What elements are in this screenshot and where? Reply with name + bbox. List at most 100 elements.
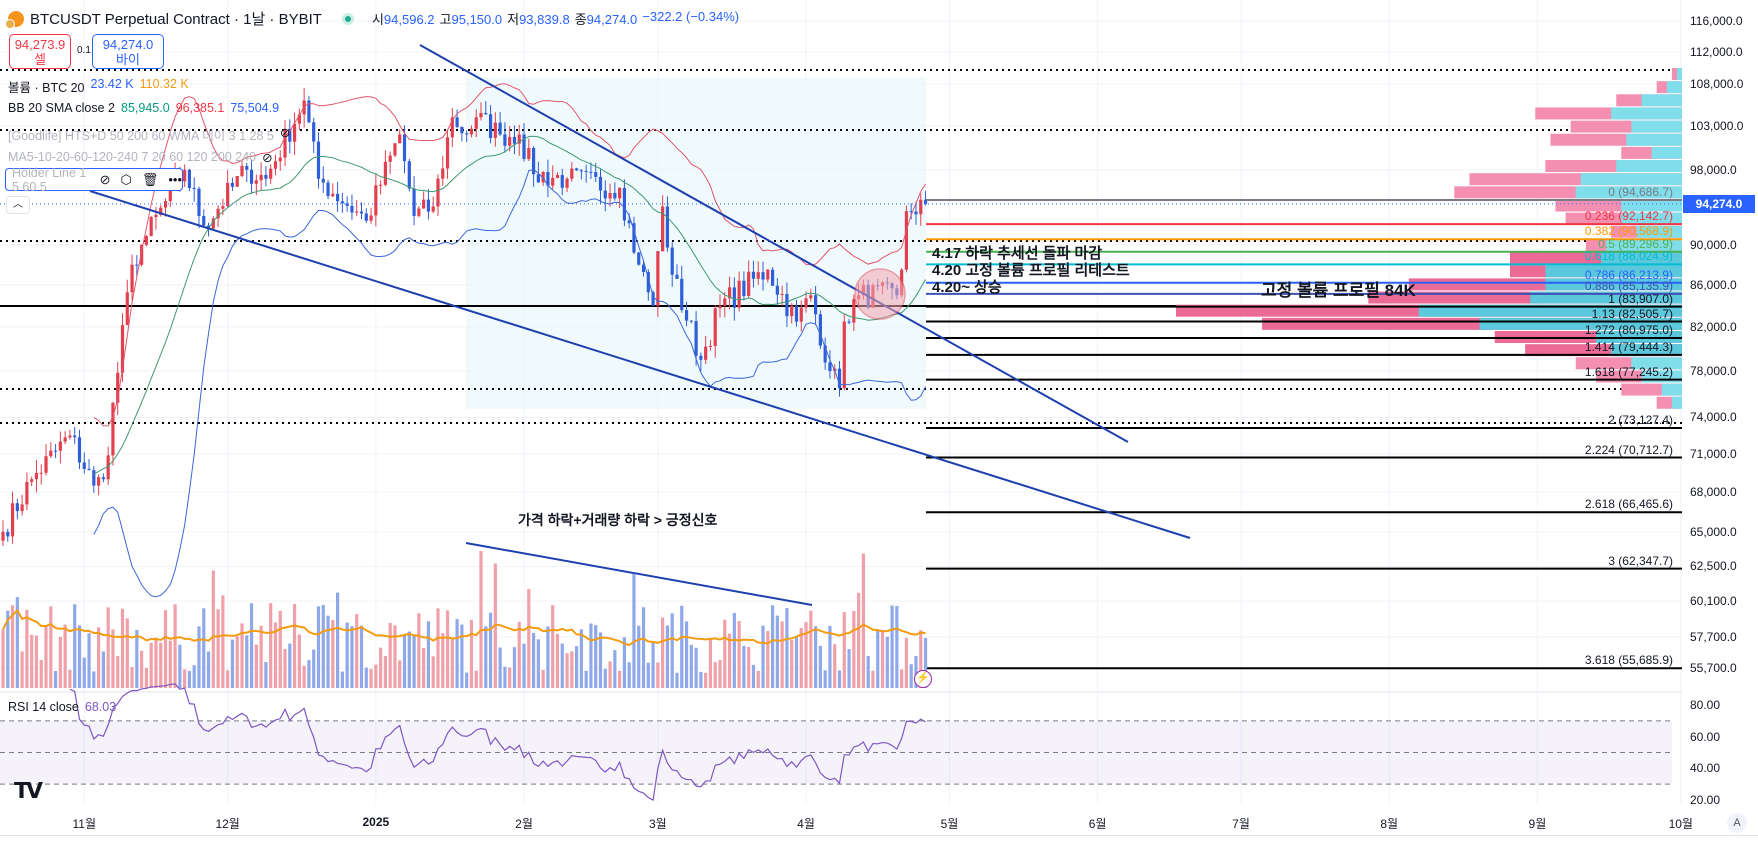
candle [278, 150, 282, 171]
volume-bar [923, 637, 928, 688]
candle [555, 172, 560, 179]
volume-bar [555, 633, 560, 688]
settings-icon[interactable]: ⬡ [120, 171, 132, 187]
volume-bar [273, 622, 278, 688]
volume-bar [575, 646, 579, 688]
candle [283, 120, 287, 166]
candle-body [379, 184, 383, 186]
trash-icon[interactable]: 🗑 [141, 171, 159, 187]
candle-body [197, 188, 201, 216]
price-axis[interactable]: 116,000.0 112,000.0 108,000.0 103,000.0 98,0… [1682, 0, 1758, 835]
candle [493, 112, 497, 147]
volume-bar [350, 626, 354, 688]
candle-body [273, 161, 278, 169]
legend-rsi[interactable]: RSI 14 close 68.03 [8, 700, 116, 714]
candle [689, 320, 693, 324]
candle [460, 126, 464, 142]
legend-holder-line[interactable]: Holder Line 1 5 60 5 ⊘ ⬡ 🗑 ••• [5, 166, 183, 194]
candle-body [163, 201, 168, 208]
legend-volume[interactable]: 볼륨 · BTC 20 23.42 K 110.32 K [8, 77, 189, 96]
candle [312, 117, 316, 154]
candle-body [536, 174, 540, 183]
hidden-eye-icon[interactable]: ⊘ [279, 126, 291, 140]
candle [97, 474, 101, 496]
candle [297, 108, 301, 131]
candle-body [187, 169, 192, 189]
price-tick: 78,000.0 [1690, 364, 1737, 379]
candle-body [603, 190, 607, 199]
candle-body [30, 479, 34, 482]
hidden-eye-icon[interactable]: ⊘ [262, 151, 273, 165]
legend-ma[interactable]: MA5-10-20-60-120-240 7 20 60 120 200 240… [8, 150, 273, 165]
fib-label: 2.618 (66,465.6) [1584, 497, 1673, 512]
candle-body [737, 280, 741, 308]
collapse-legend-button[interactable]: ︿ [6, 196, 30, 214]
candle-body [531, 147, 536, 175]
candle-body [431, 206, 435, 212]
candle [68, 429, 72, 440]
candle [163, 198, 168, 217]
volume-bar [661, 617, 665, 688]
candle [618, 187, 622, 209]
candle-body [316, 141, 321, 179]
retest-circle [854, 268, 906, 320]
rsi-tick: 80.00 [1690, 698, 1721, 712]
volume-bar [431, 656, 435, 688]
candle-body [254, 180, 258, 184]
volume-bar [637, 625, 641, 688]
candle-body [794, 305, 799, 322]
symbol-title[interactable]: BTCUSDT Perpetual Contract · 1날 · BYBIT [30, 11, 322, 28]
sell-price: 94,273.9 [14, 37, 66, 52]
candle [699, 352, 703, 372]
volume-bar [178, 644, 182, 688]
candle-body [140, 244, 144, 265]
fib-label: 3.618 (55,685.9) [1584, 653, 1673, 668]
candle-body [383, 161, 387, 185]
candle [522, 123, 526, 162]
candle [321, 166, 325, 194]
candle [183, 164, 187, 187]
candle-body [560, 175, 564, 188]
buy-button[interactable]: 94,274.0 바이 [92, 34, 164, 69]
legend-bb[interactable]: BB 20 SMA close 2 85,945.0 96,385.1 75,5… [8, 101, 279, 115]
rsi-band [0, 720, 1672, 785]
volume-bar [321, 604, 325, 688]
volume-bar [551, 605, 555, 688]
volume-bar [866, 655, 870, 688]
sell-button[interactable]: 94,273.9 셀 [9, 34, 71, 69]
candle [469, 125, 474, 138]
volume-bar [919, 630, 923, 688]
time-label: 12월 [215, 817, 240, 831]
chart-canvas[interactable] [0, 0, 1682, 835]
volume-bar [49, 606, 53, 688]
candle [823, 337, 827, 370]
candle-body [575, 168, 579, 171]
candle [551, 165, 555, 190]
volume-bar [68, 669, 72, 688]
annotation-rise: 4.20~ 상승 [932, 279, 1002, 296]
candle [307, 95, 311, 124]
candle [412, 176, 416, 226]
volume-bar [837, 670, 842, 688]
candle-body [732, 287, 736, 308]
lightning-icon[interactable]: ⚡ [914, 670, 932, 688]
candle [417, 206, 421, 218]
volume-bar [316, 606, 321, 688]
volume-legend-name: 볼륨 · BTC 20 [8, 81, 85, 95]
hide-eye-icon[interactable]: ⊘ [99, 171, 111, 187]
candle [259, 162, 263, 191]
candle-body [541, 172, 545, 183]
legend-goodlife[interactable]: [Goodlife] HTS+D 50 200 60 WMA 데이 3 1 28… [8, 125, 290, 144]
auto-scale-button[interactable]: A [1727, 813, 1747, 833]
volume-bar [106, 607, 110, 688]
candle-body [393, 143, 397, 156]
high-value: 95,150.0 [451, 12, 503, 27]
candle-body [130, 264, 134, 293]
more-icon[interactable]: ••• [168, 172, 182, 187]
candle [211, 216, 215, 230]
price-tick: 74,000.0 [1690, 410, 1737, 425]
candle-body [656, 251, 660, 306]
price-tick: 103,000.0 [1690, 118, 1744, 133]
tradingview-logo[interactable]: 𝗧𝗩 [14, 778, 43, 803]
volume-bar [426, 621, 431, 688]
